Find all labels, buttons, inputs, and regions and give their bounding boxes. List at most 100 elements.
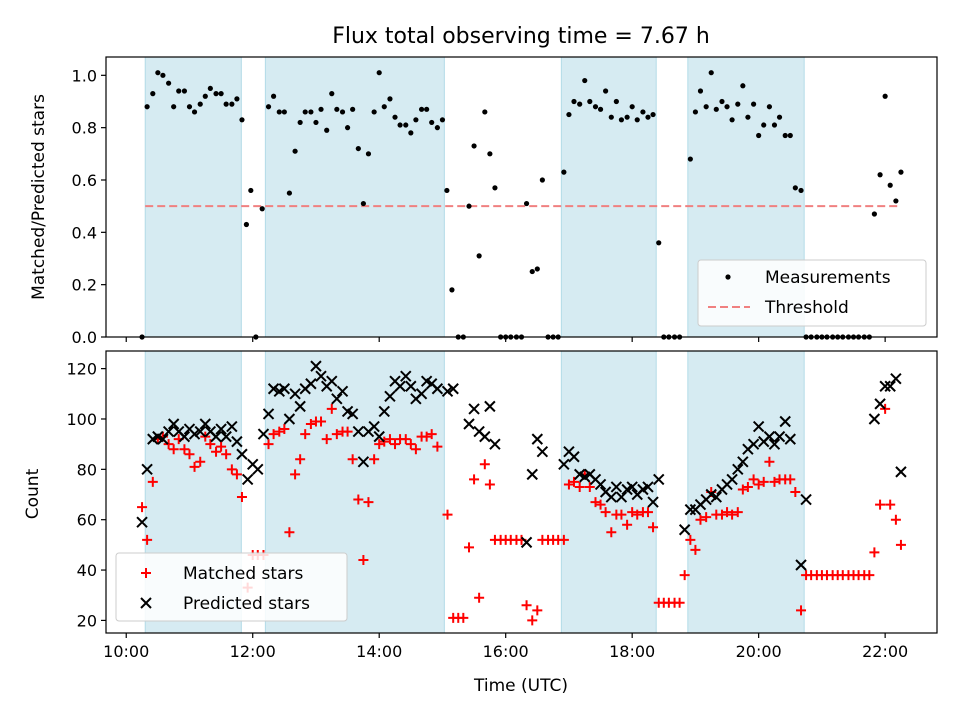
x-tick-label: 16:00 xyxy=(483,642,529,661)
y-tick-label: 120 xyxy=(66,360,97,379)
matched-star-point xyxy=(790,487,801,497)
predicted-star-point xyxy=(884,380,896,392)
measurement-point xyxy=(329,91,335,97)
measurement-point xyxy=(761,122,767,128)
predicted-star-point xyxy=(294,400,306,413)
predicted-star-point xyxy=(615,491,628,503)
measurement-point xyxy=(292,148,298,154)
predicted-star-point xyxy=(199,418,211,430)
matched-star-point xyxy=(442,509,453,520)
measurement-point xyxy=(381,104,387,110)
legend-threshold-label: Threshold xyxy=(764,298,849,318)
y-tick-label: 0.6 xyxy=(72,171,97,190)
measurement-point xyxy=(144,104,150,110)
predicted-star-point xyxy=(289,388,301,400)
matched-star-point xyxy=(732,507,743,518)
measurement-point xyxy=(350,106,356,112)
matched-star-point xyxy=(353,494,364,505)
y-tick-label: 20 xyxy=(77,611,97,630)
x-tick-label: 20:00 xyxy=(736,642,782,661)
matched-star-point xyxy=(200,431,211,442)
predicted-star-point xyxy=(484,400,496,413)
matched-star-point xyxy=(195,456,206,467)
predicted-star-point xyxy=(415,388,428,400)
matched-star-point xyxy=(648,522,659,533)
y-tick-label: 80 xyxy=(77,460,97,479)
measurement-point xyxy=(571,98,577,105)
predicted-star-point xyxy=(384,390,396,403)
measurement-point xyxy=(476,253,482,259)
measurement-point xyxy=(318,106,324,112)
measurement-point xyxy=(561,169,567,175)
matched-star-point xyxy=(284,527,295,538)
predicted-star-point xyxy=(447,383,459,395)
measurement-point xyxy=(286,190,293,196)
measurement-point xyxy=(355,145,361,152)
measurement-point xyxy=(782,132,788,139)
predicted-star-point xyxy=(378,405,390,418)
matched-star-point xyxy=(426,429,437,440)
predicted-star-point xyxy=(310,360,322,372)
measurement-point xyxy=(376,70,382,76)
bottom-y-axis-label: Count xyxy=(23,468,43,519)
legend-box xyxy=(115,552,348,622)
measurement-point xyxy=(692,109,699,115)
predicted-star-point xyxy=(737,456,749,468)
measurement-point xyxy=(155,70,161,76)
measurement-point xyxy=(645,114,651,120)
predicted-star-point xyxy=(752,420,765,433)
predicted-star-point xyxy=(678,524,691,536)
matched-star-point xyxy=(563,479,574,490)
matched-star-point xyxy=(685,534,696,545)
measurement-point xyxy=(871,211,877,217)
predicted-star-point xyxy=(331,393,343,405)
measurement-point xyxy=(771,122,778,128)
measurement-point xyxy=(434,125,440,131)
matched-star-point xyxy=(622,519,633,530)
measurement-point xyxy=(344,125,351,131)
matched-star-point xyxy=(300,429,311,440)
bottom-panel: 20 40 60 80 100 120 10:00 12:00 14:00 16:00 18:00 2… xyxy=(66,350,938,661)
matched-star-point xyxy=(590,497,601,508)
predicted-star-point xyxy=(868,413,881,425)
matched-star-point xyxy=(864,570,875,581)
matched-star-point xyxy=(875,499,886,510)
measurement-point xyxy=(223,101,229,107)
measurement-point xyxy=(439,117,446,123)
predicted-star-point xyxy=(136,516,148,528)
predicted-star-point xyxy=(315,370,327,382)
predicted-star-point xyxy=(373,430,385,443)
measurement-point xyxy=(597,106,604,112)
measurement-point xyxy=(424,106,430,112)
matched-star-point xyxy=(521,600,532,611)
measurement-point xyxy=(334,106,340,112)
measurement-point xyxy=(592,104,599,110)
measurement-point xyxy=(735,101,741,107)
x-tick-label: 12:00 xyxy=(230,642,276,661)
predicted-star-point xyxy=(336,385,349,397)
matched-star-point xyxy=(479,459,490,470)
measurement-point xyxy=(719,98,725,105)
matched-star-point xyxy=(321,434,332,445)
y-tick-label: 0.0 xyxy=(72,328,97,347)
matched-star-point xyxy=(331,429,342,440)
predicted-star-point xyxy=(194,425,206,438)
legend-measurements-label: Measurements xyxy=(765,268,891,288)
matched-star-point xyxy=(226,464,237,475)
observing-window xyxy=(264,56,445,338)
predicted-star-point xyxy=(642,481,654,493)
measurement-point xyxy=(603,88,609,94)
y-tick-label: 0.4 xyxy=(72,223,97,242)
x-tick-label: 22:00 xyxy=(862,642,908,661)
measurement-point xyxy=(449,287,455,293)
matched-star-point xyxy=(527,615,538,626)
matched-star-point xyxy=(642,507,653,518)
measurement-point xyxy=(339,109,346,115)
measurement-point xyxy=(197,101,203,107)
predicted-star-point xyxy=(800,493,812,506)
measurement-point xyxy=(403,122,409,128)
observing-window xyxy=(560,56,657,338)
measurement-point xyxy=(150,91,156,97)
measurement-point xyxy=(324,127,330,133)
predicted-star-point xyxy=(405,380,417,392)
